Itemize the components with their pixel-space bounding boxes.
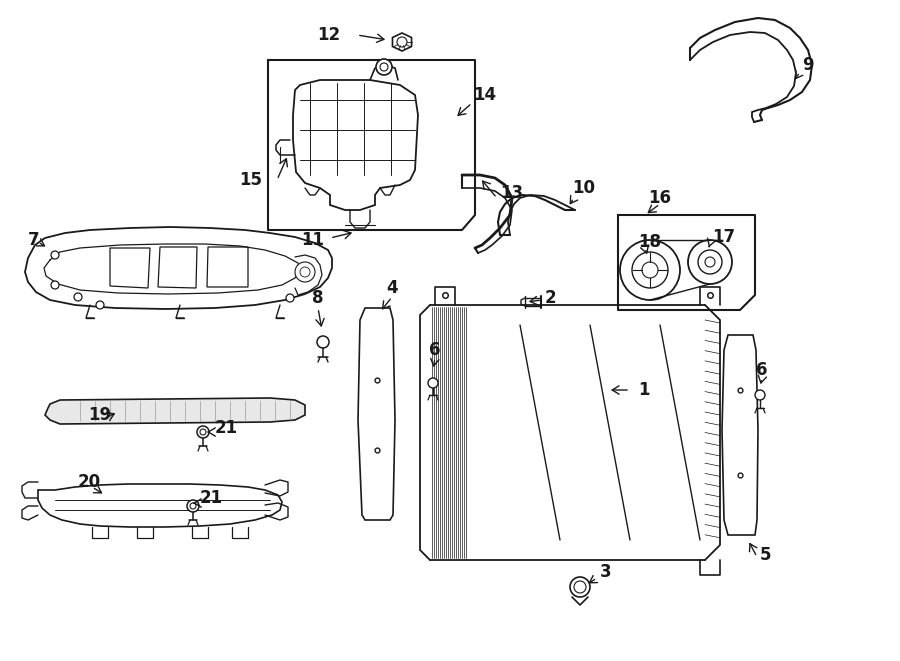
Circle shape bbox=[428, 378, 438, 388]
Text: 2: 2 bbox=[545, 289, 556, 307]
Text: 15: 15 bbox=[239, 171, 262, 189]
Text: 20: 20 bbox=[78, 473, 101, 491]
Text: 3: 3 bbox=[600, 563, 612, 581]
Circle shape bbox=[380, 63, 388, 71]
Circle shape bbox=[51, 281, 59, 289]
Circle shape bbox=[397, 37, 407, 47]
Circle shape bbox=[570, 577, 590, 597]
Circle shape bbox=[632, 252, 668, 288]
Circle shape bbox=[698, 250, 722, 274]
Polygon shape bbox=[38, 484, 282, 527]
Circle shape bbox=[574, 581, 586, 593]
Text: 9: 9 bbox=[802, 56, 814, 74]
Polygon shape bbox=[392, 33, 411, 51]
Text: 4: 4 bbox=[386, 279, 398, 297]
Circle shape bbox=[51, 251, 59, 259]
Text: 12: 12 bbox=[317, 26, 340, 44]
Circle shape bbox=[376, 59, 392, 75]
Text: 19: 19 bbox=[88, 406, 111, 424]
Circle shape bbox=[96, 301, 104, 309]
Circle shape bbox=[190, 503, 196, 509]
Circle shape bbox=[642, 262, 658, 278]
Text: 10: 10 bbox=[572, 179, 595, 197]
Circle shape bbox=[300, 267, 310, 277]
Circle shape bbox=[286, 294, 294, 302]
Text: 16: 16 bbox=[648, 189, 671, 207]
Text: 5: 5 bbox=[760, 546, 771, 564]
Circle shape bbox=[317, 336, 329, 348]
Circle shape bbox=[200, 429, 206, 435]
Circle shape bbox=[688, 240, 732, 284]
Polygon shape bbox=[293, 80, 418, 210]
Polygon shape bbox=[207, 247, 248, 287]
Circle shape bbox=[705, 257, 715, 267]
Text: 21: 21 bbox=[200, 489, 223, 507]
Text: 8: 8 bbox=[312, 289, 324, 307]
Text: 6: 6 bbox=[429, 341, 441, 359]
Polygon shape bbox=[722, 335, 758, 535]
Text: 7: 7 bbox=[28, 231, 40, 249]
Polygon shape bbox=[45, 398, 305, 424]
Circle shape bbox=[755, 390, 765, 400]
Text: 18: 18 bbox=[638, 233, 661, 251]
Polygon shape bbox=[158, 247, 197, 288]
Circle shape bbox=[197, 426, 209, 438]
Polygon shape bbox=[358, 308, 395, 520]
Text: 14: 14 bbox=[473, 86, 496, 104]
Text: 1: 1 bbox=[638, 381, 650, 399]
Circle shape bbox=[295, 262, 315, 282]
Circle shape bbox=[187, 500, 199, 512]
Text: 13: 13 bbox=[500, 184, 523, 202]
Text: 17: 17 bbox=[712, 228, 735, 246]
Circle shape bbox=[74, 293, 82, 301]
Polygon shape bbox=[25, 227, 332, 309]
Text: 6: 6 bbox=[756, 361, 768, 379]
Polygon shape bbox=[110, 248, 150, 288]
Text: 21: 21 bbox=[215, 419, 238, 437]
Circle shape bbox=[620, 240, 680, 300]
Text: 11: 11 bbox=[302, 231, 325, 249]
